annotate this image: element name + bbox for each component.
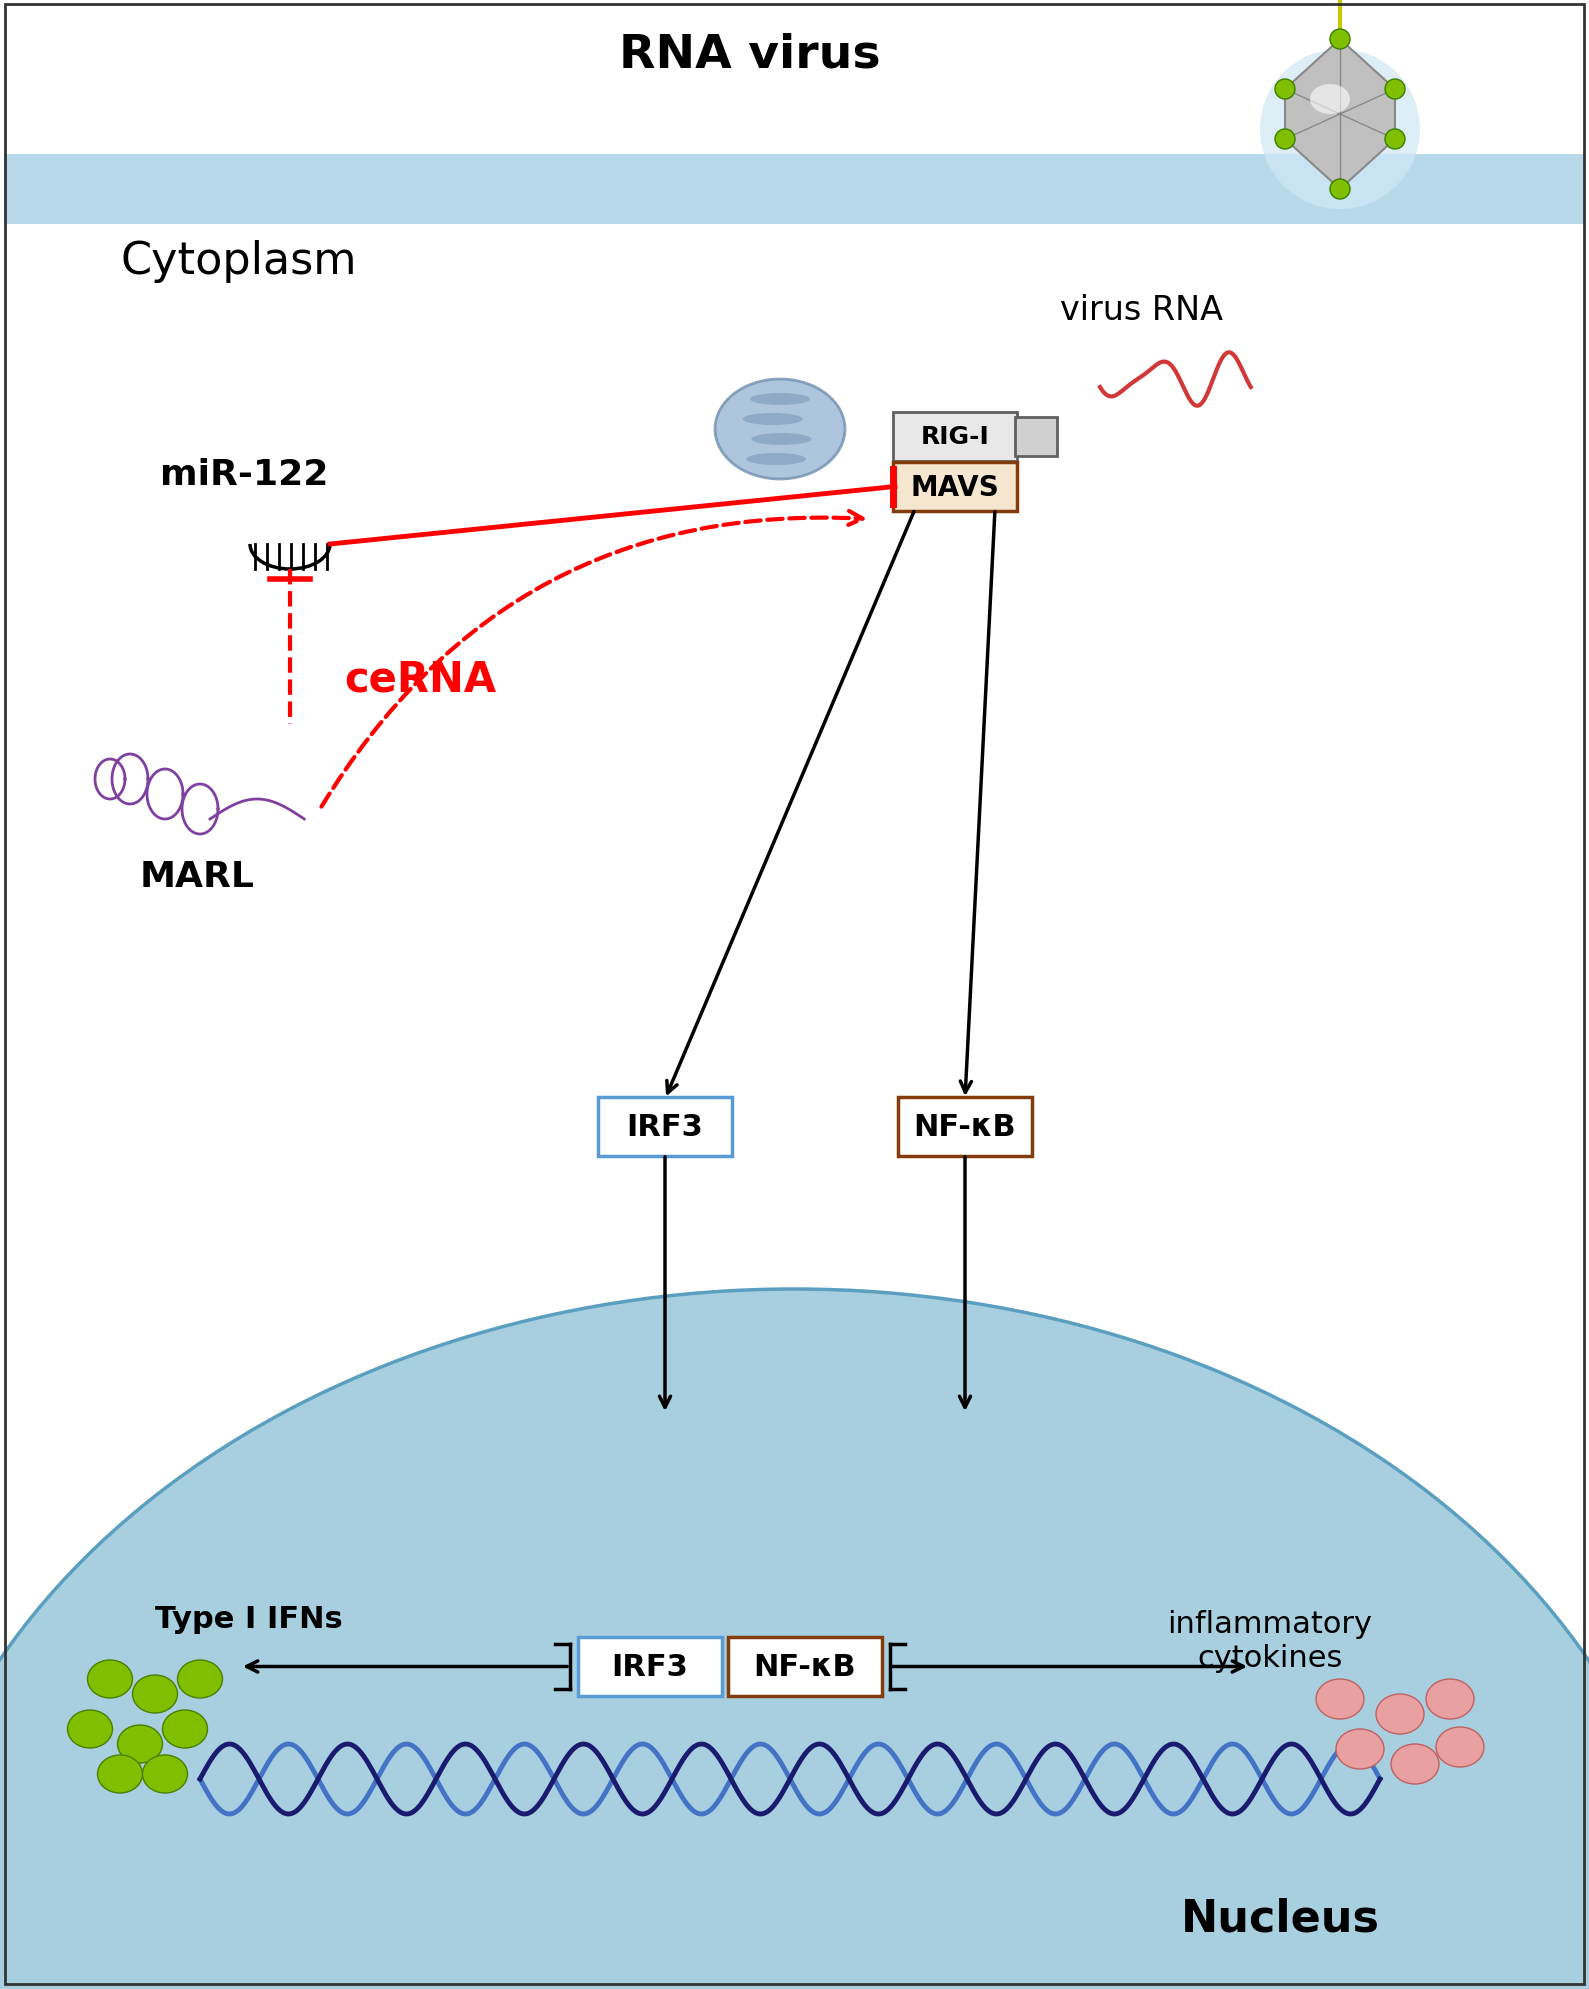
Text: IRF3: IRF3 [612, 1653, 688, 1681]
Circle shape [1386, 129, 1405, 149]
Ellipse shape [118, 1724, 162, 1762]
Text: NF-κB: NF-κB [914, 1112, 1017, 1142]
Text: RIG-I: RIG-I [920, 426, 990, 450]
Ellipse shape [742, 453, 802, 465]
Ellipse shape [162, 1711, 208, 1748]
Ellipse shape [132, 1675, 178, 1713]
FancyBboxPatch shape [898, 1098, 1031, 1156]
Ellipse shape [1436, 1726, 1484, 1766]
Ellipse shape [756, 394, 817, 406]
Text: RNA virus: RNA virus [620, 32, 880, 78]
Ellipse shape [1390, 1744, 1440, 1784]
Circle shape [1330, 30, 1351, 50]
Circle shape [1330, 179, 1351, 201]
Text: inflammatory
cytokines: inflammatory cytokines [1168, 1609, 1373, 1673]
Ellipse shape [747, 414, 806, 426]
Ellipse shape [143, 1754, 188, 1794]
Text: NF-κB: NF-κB [753, 1653, 856, 1681]
Ellipse shape [1425, 1679, 1475, 1718]
Text: Type I IFNs: Type I IFNs [156, 1605, 343, 1633]
Circle shape [1260, 50, 1421, 211]
FancyBboxPatch shape [1015, 418, 1057, 457]
Text: virus RNA: virus RNA [1060, 292, 1224, 326]
FancyBboxPatch shape [893, 414, 1017, 461]
Ellipse shape [1309, 86, 1351, 115]
Polygon shape [1286, 40, 1395, 189]
Text: Nucleus: Nucleus [1181, 1896, 1379, 1939]
Ellipse shape [0, 1289, 1589, 1989]
FancyBboxPatch shape [5, 155, 1584, 225]
Circle shape [1274, 129, 1295, 149]
Ellipse shape [1336, 1728, 1384, 1768]
Ellipse shape [715, 380, 845, 479]
Circle shape [1386, 80, 1405, 99]
Text: ceRNA: ceRNA [343, 658, 496, 700]
Ellipse shape [1376, 1695, 1424, 1734]
Ellipse shape [67, 1711, 113, 1748]
Ellipse shape [87, 1661, 132, 1699]
FancyBboxPatch shape [597, 1098, 733, 1156]
Ellipse shape [740, 434, 799, 446]
Text: miR-122: miR-122 [160, 457, 329, 491]
FancyBboxPatch shape [893, 463, 1017, 511]
Text: MARL: MARL [140, 859, 254, 893]
FancyBboxPatch shape [578, 1637, 721, 1697]
Text: Cytoplasm: Cytoplasm [121, 241, 356, 282]
Ellipse shape [178, 1661, 222, 1699]
Text: MAVS: MAVS [910, 473, 999, 501]
Text: IRF3: IRF3 [626, 1112, 704, 1142]
Bar [5, 225, 1584, 1524]
Ellipse shape [1316, 1679, 1363, 1718]
Ellipse shape [97, 1754, 143, 1794]
FancyArrowPatch shape [321, 511, 863, 808]
Circle shape [1274, 80, 1295, 99]
FancyBboxPatch shape [728, 1637, 882, 1697]
